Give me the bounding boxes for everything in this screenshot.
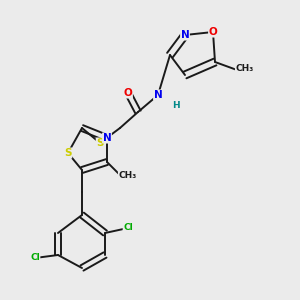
Text: O: O <box>208 27 217 37</box>
Text: N: N <box>103 133 111 143</box>
Text: N: N <box>154 90 162 100</box>
Text: CH₃: CH₃ <box>236 64 253 73</box>
Text: CH₃: CH₃ <box>118 170 136 179</box>
Text: N: N <box>181 30 189 40</box>
Text: Cl: Cl <box>123 224 133 232</box>
Text: Cl: Cl <box>30 254 40 262</box>
Text: S: S <box>96 138 104 148</box>
Text: O: O <box>124 88 132 98</box>
Text: S: S <box>64 148 72 158</box>
Text: H: H <box>172 100 180 109</box>
